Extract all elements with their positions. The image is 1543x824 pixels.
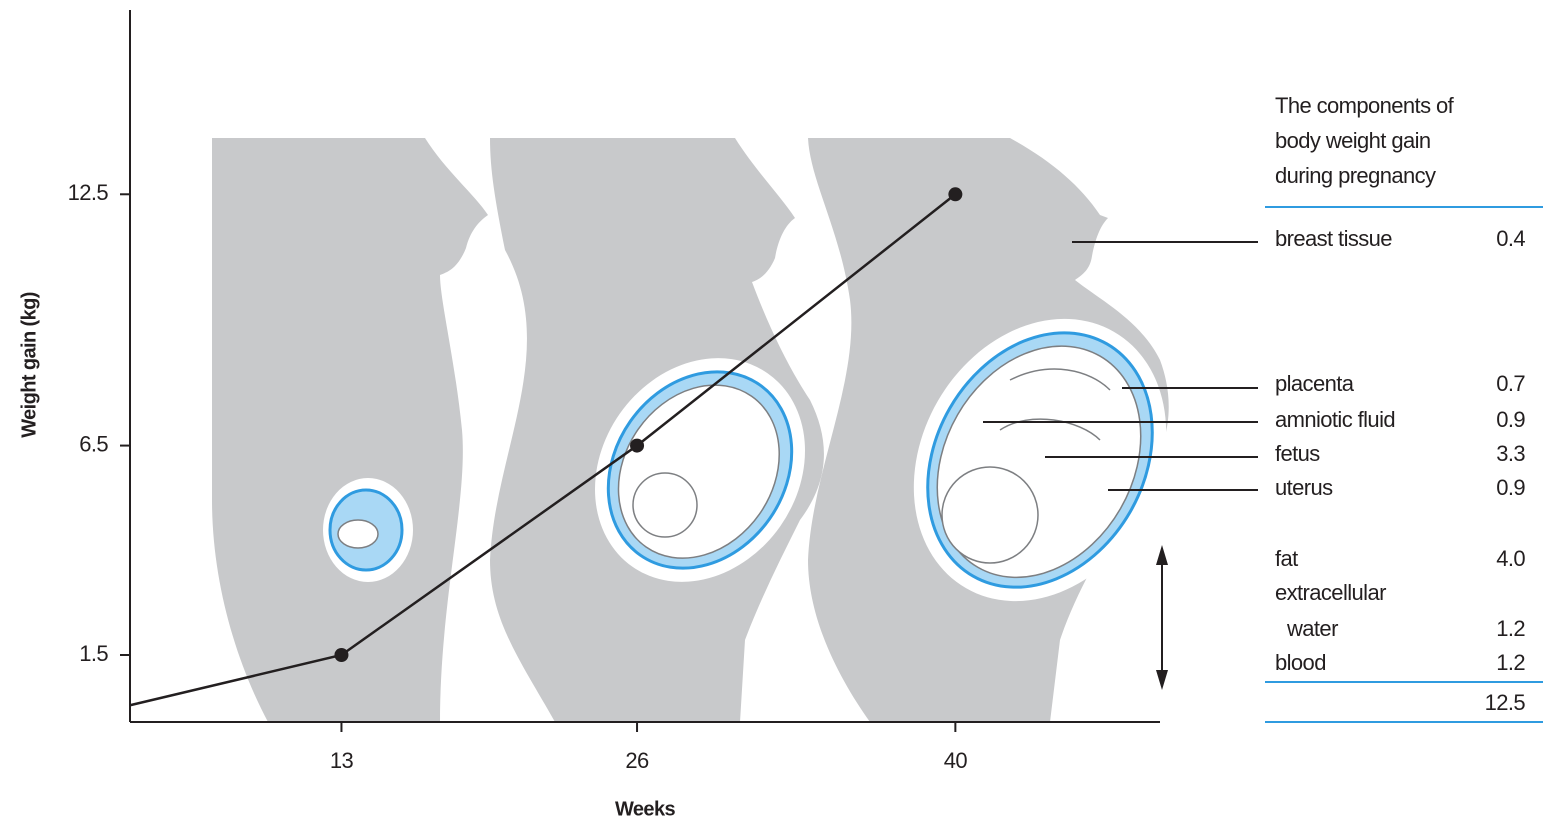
row-value: 3.3 bbox=[1496, 441, 1525, 466]
x-tick-label: 26 bbox=[625, 748, 649, 773]
total-value: 12.5 bbox=[1485, 690, 1526, 715]
y-tick-label: 12.5 bbox=[68, 180, 109, 205]
fetus-drawing bbox=[338, 520, 378, 548]
x-tick-label: 13 bbox=[330, 748, 354, 773]
row-label: water bbox=[1286, 616, 1338, 641]
table-title: during pregnancy bbox=[1275, 163, 1436, 188]
row-value: 0.7 bbox=[1496, 371, 1525, 396]
table-title: The components of bbox=[1275, 93, 1455, 118]
fetus-head bbox=[942, 467, 1038, 563]
fetus-head bbox=[633, 473, 697, 537]
row-label: fat bbox=[1275, 546, 1298, 571]
row-label: uterus bbox=[1275, 475, 1333, 500]
page: 1.5 6.5 12.5 13 26 40 The components of body w… bbox=[0, 0, 1543, 824]
row-value: 1.2 bbox=[1496, 616, 1525, 641]
row-value: 1.2 bbox=[1496, 650, 1525, 675]
y-tick-label: 6.5 bbox=[79, 431, 108, 456]
x-tick-label: 40 bbox=[944, 748, 968, 773]
point bbox=[630, 439, 644, 453]
y-axis-label: Weight gain (kg) bbox=[18, 292, 40, 438]
row-value: 0.9 bbox=[1496, 475, 1525, 500]
silhouette bbox=[212, 138, 488, 722]
row-label: breast tissue bbox=[1275, 226, 1392, 251]
x-axis-label: Weeks bbox=[615, 798, 675, 820]
row-value: 0.9 bbox=[1496, 407, 1525, 432]
row-label: extracellular bbox=[1275, 580, 1386, 605]
row-value: 0.4 bbox=[1496, 226, 1525, 251]
row-value: 4.0 bbox=[1496, 546, 1525, 571]
row-label: amniotic fluid bbox=[1275, 407, 1395, 432]
row-label: placenta bbox=[1275, 371, 1355, 396]
table-title: body weight gain bbox=[1275, 128, 1431, 153]
y-tick-label: 1.5 bbox=[79, 641, 108, 666]
point bbox=[948, 187, 962, 201]
row-label: blood bbox=[1275, 650, 1326, 675]
row-label: fetus bbox=[1275, 441, 1320, 466]
illustrations bbox=[212, 138, 1216, 722]
point bbox=[334, 648, 348, 662]
components-table: The components of body weight gain during … bbox=[1265, 93, 1543, 722]
